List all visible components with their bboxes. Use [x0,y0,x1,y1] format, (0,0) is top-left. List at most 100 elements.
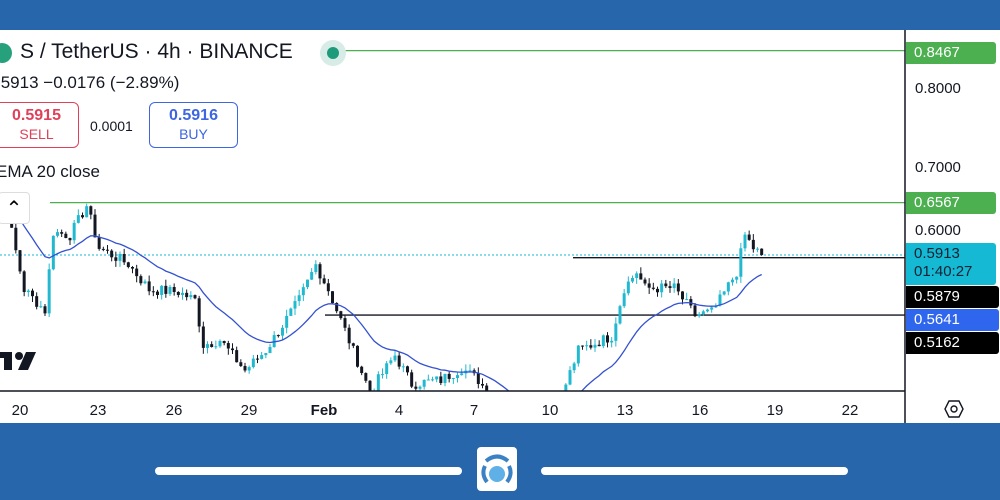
ema-line [0,206,762,391]
candle-body [318,264,322,279]
candle-body [35,296,39,307]
chevron-up-icon: ⌃ [5,198,23,220]
candle [406,365,409,376]
candle [26,289,30,297]
candle-body [85,206,89,218]
candle [439,371,443,386]
home-indicator-right[interactable] [541,467,848,475]
candle [272,331,276,348]
buy-button[interactable]: 0.5916 BUY [149,102,238,148]
ema-price-tag: 0.5641 [906,309,999,331]
candle-body [381,374,384,376]
candle-body [193,295,197,299]
time-tick: 22 [841,402,859,419]
time-tick: 10 [541,402,559,419]
candle-body [206,344,209,348]
candle-body [751,239,755,250]
candle-body [385,363,389,375]
candle-body [285,315,289,328]
candle [201,321,205,354]
candle-body [243,366,247,371]
candle-body [18,250,22,272]
candle-body [431,379,434,381]
candle [89,205,93,220]
candle [502,412,505,418]
candle-body [656,288,659,293]
candle-body [747,234,751,240]
candle-body [231,348,234,351]
alert-price-tag[interactable]: 0.6567 [906,192,996,214]
price-chart[interactable] [0,30,1000,423]
candle [635,271,639,284]
chart-settings-button[interactable] [943,400,965,420]
candle-body [651,287,655,289]
candle [660,279,664,298]
candle-body [97,237,101,249]
candle [85,203,89,218]
candle-body [14,227,18,251]
candle-body [151,291,155,293]
candle [193,294,197,300]
candle-body [72,222,76,241]
candle-body [726,282,730,292]
candle-body [356,345,359,367]
bar-countdown: 01:40:27 [914,263,973,280]
candle [506,412,509,422]
camera-icon [481,454,513,484]
candle-body [572,363,576,371]
candle [489,395,492,404]
candle [656,286,659,297]
candle-body [168,287,172,294]
candle-body [335,302,339,312]
alert-price-tag[interactable]: 0.8467 [906,42,996,64]
candle [726,281,730,296]
candle-body [364,373,368,381]
candle [756,247,759,253]
candle-body [739,248,743,277]
candle-body [272,335,276,348]
candle [739,242,743,283]
candle [256,354,259,364]
candle [281,325,284,340]
time-tick: 26 [165,402,183,419]
indicator-legend[interactable]: EMA 20 close [0,162,100,181]
time-tick: 23 [89,402,107,419]
hexagon-settings-icon [944,400,964,418]
candle [231,343,234,355]
price-change: .5913 −0.0176 (−2.89%) [0,73,180,92]
candle [397,351,401,370]
candle [60,229,64,238]
candle-body [39,306,43,308]
candle-body [447,373,451,379]
candle-body [306,279,309,288]
candle [747,230,751,241]
camera-app-button[interactable] [477,447,517,491]
candle-body [494,399,497,402]
candle [206,341,209,354]
time-tick: Feb [310,402,338,419]
candle-body [564,384,568,391]
candle [189,291,193,300]
sell-button[interactable]: 0.5915 SELL [0,102,79,148]
candle [289,307,293,316]
alert-handle[interactable] [320,40,346,66]
tether-logo-icon [0,43,12,63]
candle-body [393,355,397,361]
candle-body [147,281,151,292]
candle [422,379,426,390]
candle-body [456,375,459,378]
candle [43,304,47,317]
candle [147,275,151,296]
candle-body [718,294,722,306]
candle-body [368,380,372,391]
candle [181,287,184,300]
candle-body [639,273,643,280]
candle [681,291,684,305]
buy-price: 0.5916 [169,107,218,124]
symbol-title[interactable]: S / TetherUS · 4h · BINANCE [20,40,293,63]
candle [593,339,597,352]
collapse-legend-button[interactable]: ⌃ [0,192,30,224]
candle [418,385,422,391]
time-tick: 16 [691,402,709,419]
candle-body [401,366,405,368]
